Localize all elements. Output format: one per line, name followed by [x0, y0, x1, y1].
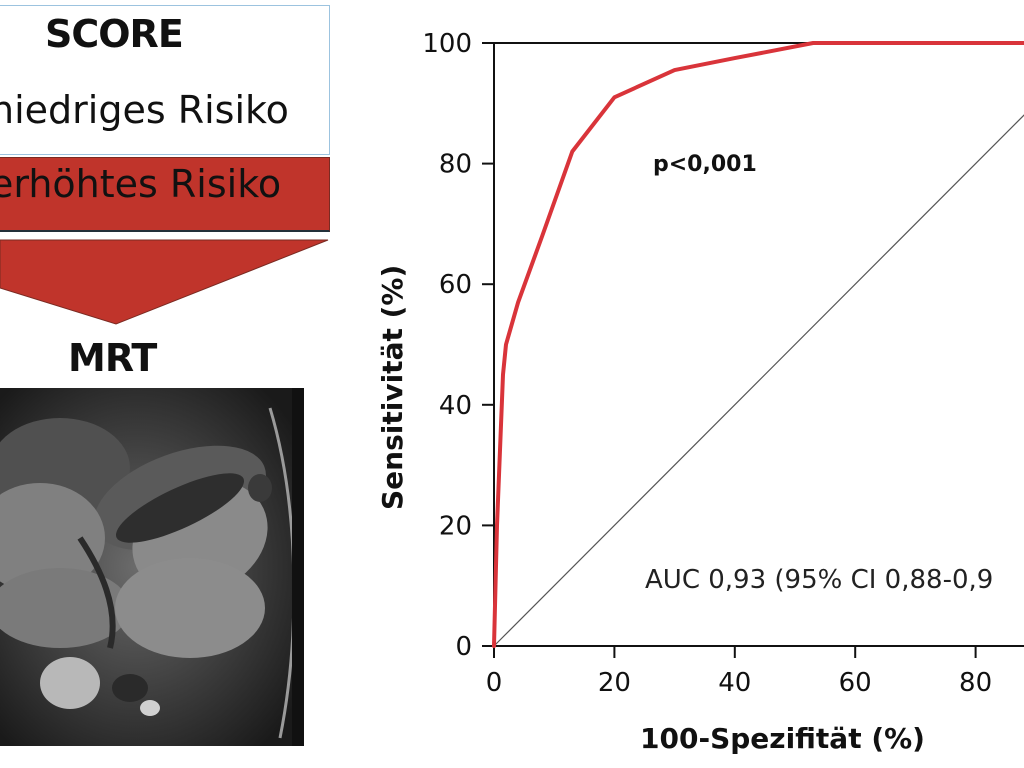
cardiac-mri-image — [0, 388, 304, 746]
x-tick-label: 0 — [486, 668, 503, 698]
y-tick-label: 40 — [439, 391, 472, 421]
x-axis-title: 100-Spezifität (%) — [640, 722, 925, 755]
auc-annotation: AUC 0,93 (95% CI 0,88-0,9 — [645, 565, 993, 595]
x-tick-label: 40 — [718, 668, 751, 698]
score-title: SCORE — [45, 12, 184, 56]
high-risk-label: erhöhtes Risiko — [0, 162, 282, 206]
y-tick-label: 20 — [439, 511, 472, 541]
x-tick-label: 60 — [839, 668, 872, 698]
x-tick-label: 80 — [959, 668, 992, 698]
roc-curve-line — [492, 41, 1024, 648]
mrt-title: MRT — [68, 336, 157, 380]
high-risk-box — [0, 157, 330, 232]
y-tick-label: 100 — [422, 29, 472, 59]
y-tick-label: 60 — [439, 270, 472, 300]
low-risk-label: niedriges Risiko — [0, 88, 289, 132]
reference-diagonal-line — [493, 114, 1024, 647]
y-tick-label: 80 — [439, 150, 472, 180]
y-tick-label: 0 — [455, 632, 472, 662]
p-value-annotation: p<0,001 — [653, 152, 757, 177]
score-box — [0, 5, 330, 155]
x-tick-label: 20 — [598, 668, 631, 698]
down-arrow-icon — [0, 239, 329, 325]
y-axis-title: Sensitivität (%) — [376, 265, 409, 510]
